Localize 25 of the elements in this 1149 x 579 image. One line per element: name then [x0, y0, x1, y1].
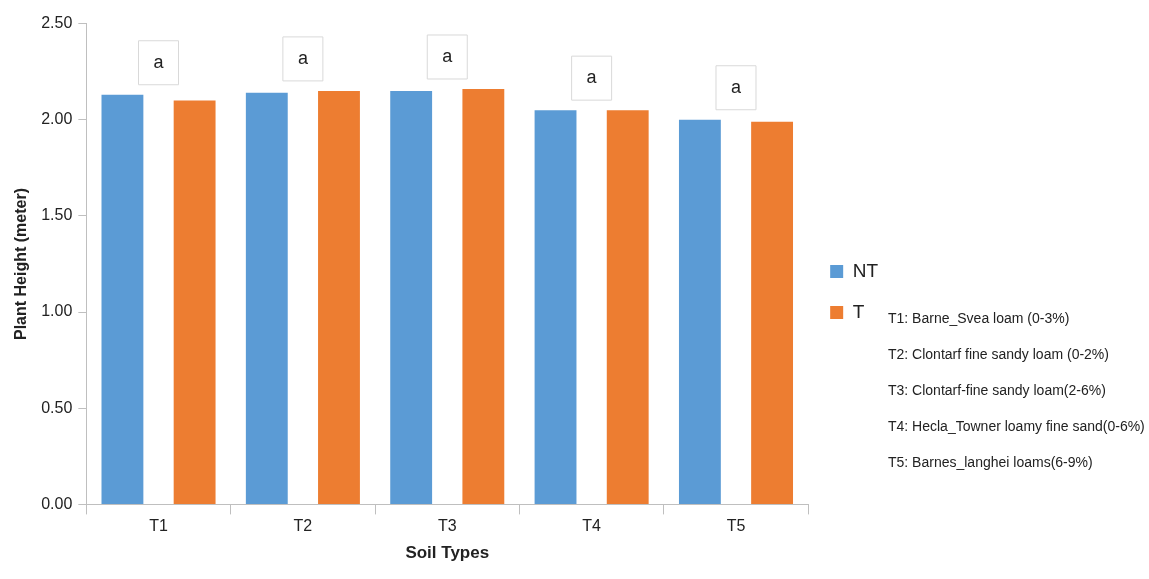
- x-tick-label: T4: [582, 517, 602, 535]
- y-axis-title: Plant Height (meter): [12, 187, 30, 341]
- text: T2: Clontarf fine sandy loam (0-2%): [888, 345, 1110, 364]
- text: T1: Barne_Svea loam (0-3%): [888, 309, 1071, 328]
- annotation: a: [153, 51, 165, 72]
- text: T3: Clontarf-fine sandy loam(2-6%): [888, 381, 1107, 400]
- text: T4: Hecla_Towner loamy fine sand(0-6%): [888, 417, 1145, 436]
- x-tick-label: T5: [726, 517, 746, 535]
- x-tick-label: T2: [293, 517, 313, 535]
- annotation: a: [442, 45, 454, 66]
- annotation: a: [297, 47, 309, 68]
- y-tick-label: 1.50: [41, 206, 73, 224]
- y-tick-label: 2.50: [41, 14, 73, 32]
- annotation: a: [730, 76, 742, 97]
- y-tick-label: 1.00: [41, 302, 73, 320]
- y-tick-label: 0.50: [41, 398, 73, 416]
- y-tick-label: 0.00: [41, 494, 73, 512]
- x-tick-label: T1: [149, 517, 168, 535]
- annotation: a: [586, 67, 598, 88]
- text: T5: Barnes_langhei loams(6-9%): [888, 453, 1094, 472]
- legend-label: NT: [852, 259, 879, 281]
- y-tick-label: 2.00: [41, 110, 73, 128]
- x-tick-label: T3: [437, 517, 457, 535]
- legend-label: T: [852, 300, 865, 322]
- x-axis-title: Soil Types: [405, 543, 490, 563]
